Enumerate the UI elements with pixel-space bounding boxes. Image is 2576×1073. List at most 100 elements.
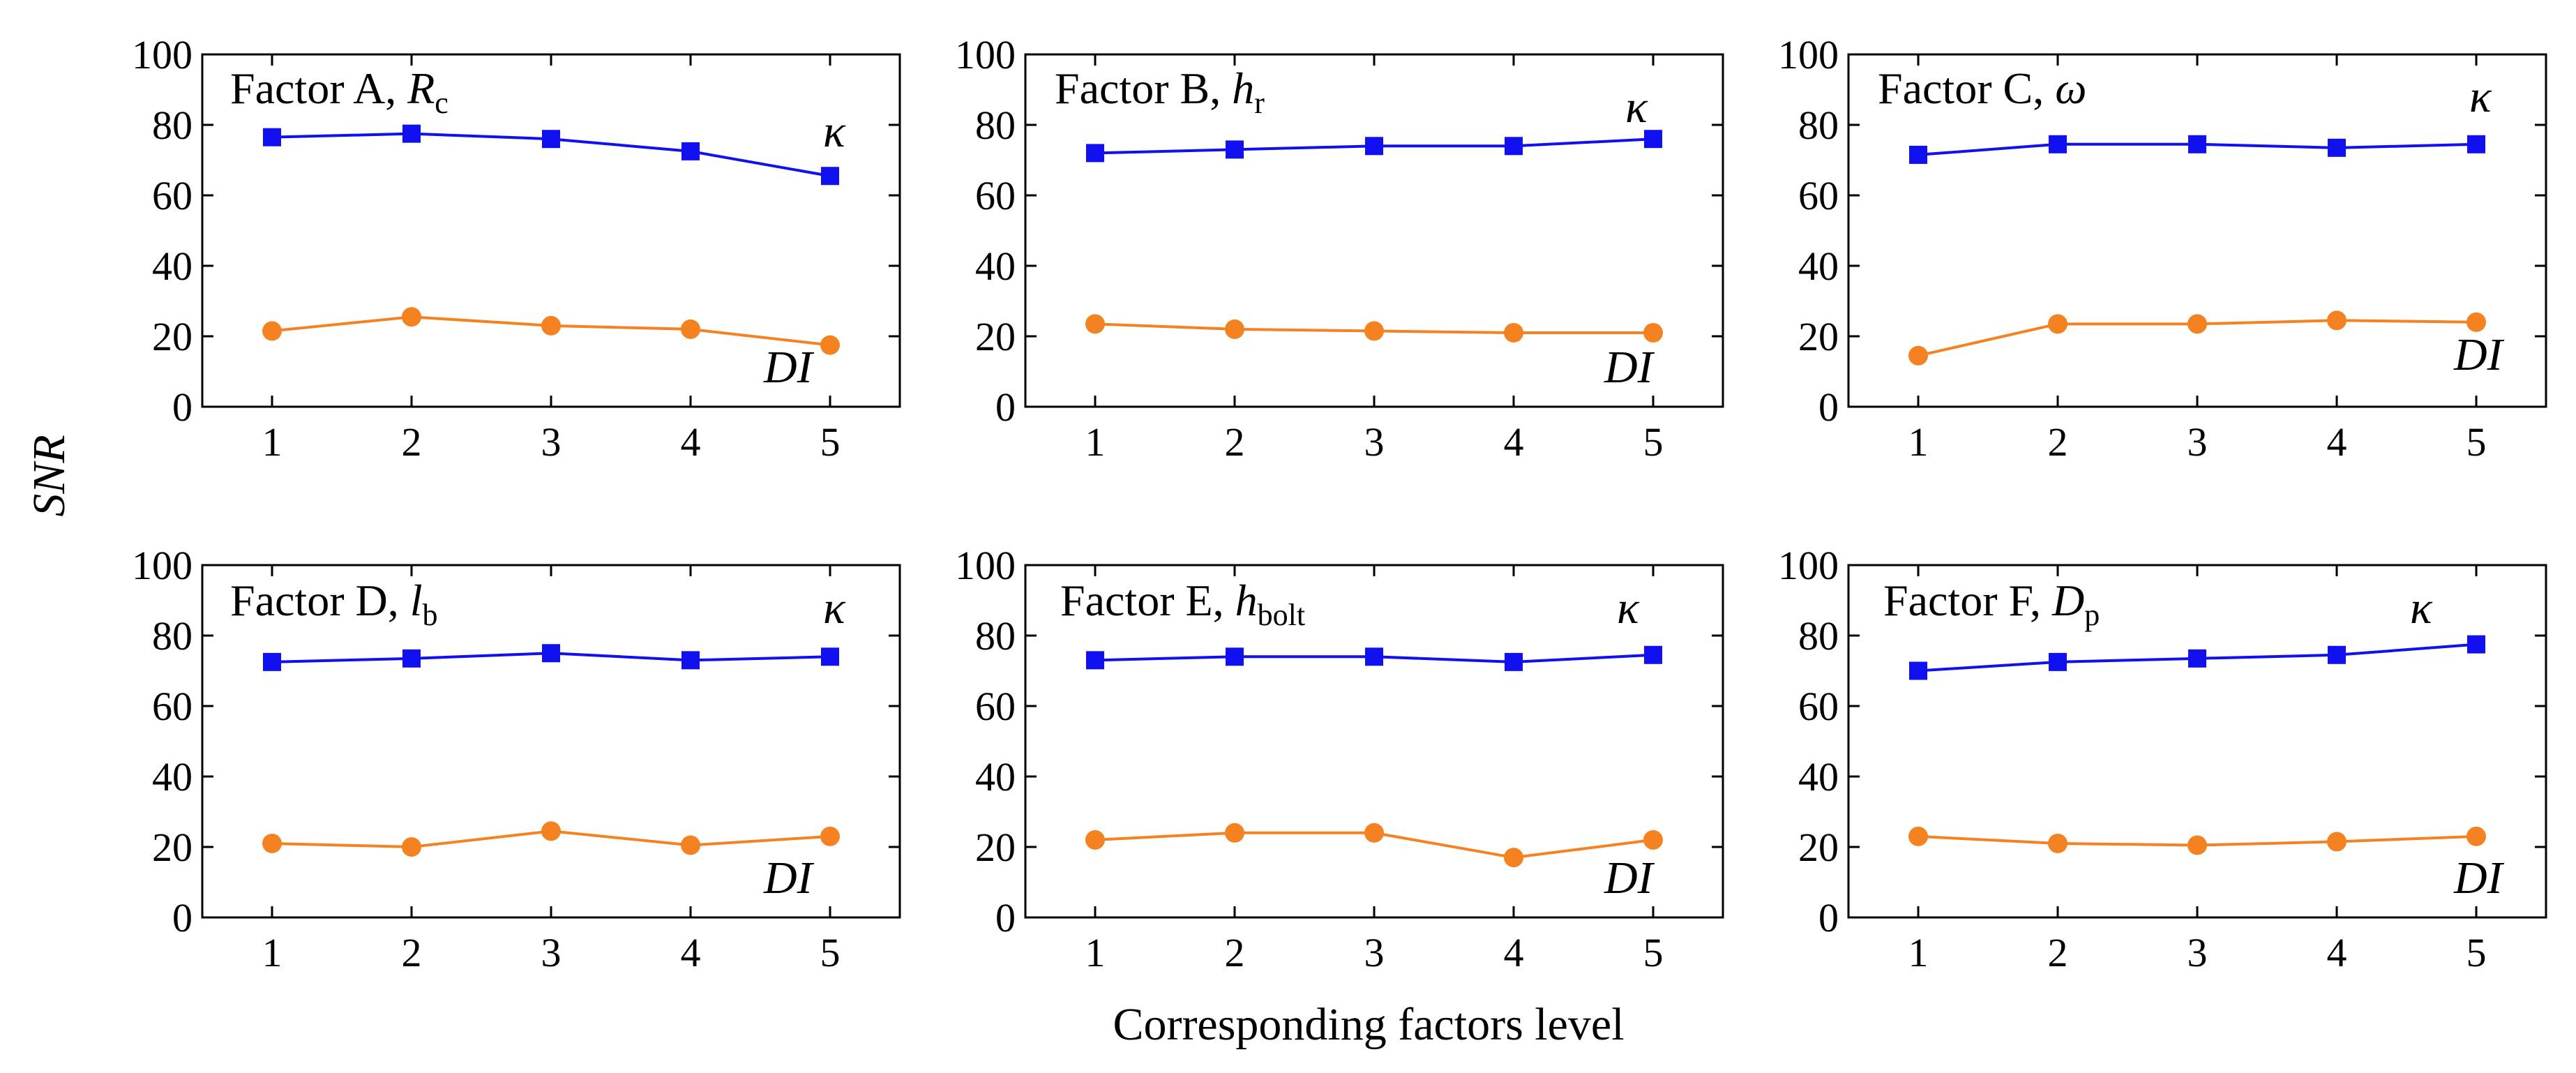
di-point [1643,830,1663,850]
di-point [2048,833,2067,853]
di-point [1643,322,1663,343]
y-tick-label: 0 [172,895,193,940]
x-tick-label: 4 [681,419,701,465]
y-tick-label: 0 [172,384,193,430]
di-point [681,835,700,855]
di-point [2466,312,2486,332]
y-tick-label: 20 [1798,825,1839,870]
panel-title: Factor E, hbolt [1060,576,1305,632]
x-tick-label: 3 [541,419,562,465]
di-label: DI [2453,329,2505,380]
x-tick-label: 5 [820,930,841,975]
di-point [820,826,840,846]
y-tick-label: 0 [1818,384,1839,430]
y-tick-label: 20 [152,825,193,870]
di-point [2466,826,2486,846]
kappa-label: κ [1617,583,1640,633]
kappa-point [1505,652,1523,671]
di-point [1364,321,1384,341]
y-tick-label: 100 [955,543,1016,588]
kappa-point [2467,135,2485,153]
kappa-point [2328,138,2346,157]
di-point [541,821,561,841]
di-point [2327,832,2347,852]
x-tick-label: 1 [1085,930,1106,975]
kappa-point [1644,130,1662,149]
kappa-point [681,142,700,160]
kappa-point [1644,645,1662,664]
y-tick-label: 20 [1798,314,1839,359]
panel-d: 0 20 40 60 80 100 1 2 3 4 5 Factor D, lb κ DI [132,543,901,975]
kappa-label: κ [2469,71,2492,122]
di-point [541,315,561,336]
panel-a: 0 20 40 60 80 100 1 2 3 4 5 Factor A, Rc κ DI [132,32,901,465]
y-tick-label: 80 [152,613,193,659]
panel-f: 0 20 40 60 80 100 1 2 3 4 5 Factor F, Dp κ DI [1778,543,2547,975]
kappa-point [263,128,281,147]
y-tick-label: 60 [152,173,193,218]
kappa-point [402,649,421,668]
y-tick-label: 80 [1798,103,1839,148]
y-tick-label: 0 [1818,895,1839,940]
di-point [2187,835,2207,855]
di-label: DI [2453,853,2505,903]
y-tick-label: 40 [975,243,1016,289]
kappa-point [821,167,839,186]
x-tick-label: 1 [1085,419,1106,465]
di-label: DI [763,342,815,393]
kappa-point [1505,137,1523,156]
x-tick-label: 3 [2187,419,2208,465]
y-tick-label: 80 [1798,613,1839,659]
y-tick-label: 40 [152,754,193,800]
kappa-label: κ [823,583,846,633]
y-tick-label: 0 [995,384,1016,430]
panel-title: Factor D, lb [230,576,438,632]
y-tick-label: 60 [975,173,1016,218]
kappa-point [1086,651,1104,670]
panel-title: Factor F, Dp [1883,576,2100,632]
x-tick-label: 1 [262,930,283,975]
kappa-point [402,124,421,143]
y-tick-label: 60 [975,684,1016,729]
kappa-point [542,644,560,663]
y-tick-label: 20 [975,314,1016,359]
x-tick-label: 2 [1225,419,1245,465]
kappa-point [263,652,281,671]
x-tick-label: 2 [402,930,422,975]
kappa-point [2049,652,2067,671]
kappa-point [542,130,560,149]
di-point [1908,826,1928,846]
panel-title: Factor A, Rc [230,63,449,120]
y-tick-label: 0 [995,895,1016,940]
kappa-label: κ [823,106,846,157]
kappa-label: κ [1625,82,1648,133]
x-tick-label: 4 [681,930,701,975]
kappa-point [1365,647,1383,666]
di-label: DI [1604,853,1655,903]
y-tick-label: 80 [975,613,1016,659]
kappa-point [2467,635,2485,654]
panel-e: 0 20 40 60 80 100 1 2 3 4 5 Factor E, hbolt κ DI [955,543,1724,975]
x-tick-label: 2 [2048,419,2068,465]
x-axis-title: Corresponding factors level [1113,999,1624,1050]
panel-title: Factor B, hr [1055,63,1265,120]
di-point [1225,823,1244,843]
x-tick-label: 1 [1908,419,1929,465]
kappa-point [1226,140,1244,159]
kappa-point [1365,137,1383,156]
panel-b: 0 20 40 60 80 100 1 2 3 4 5 Factor B, hr κ DI [955,32,1724,465]
x-tick-label: 4 [1504,930,1524,975]
x-tick-label: 2 [402,419,422,465]
kappa-point [1909,145,1927,164]
x-tick-label: 3 [2187,930,2208,975]
x-tick-label: 4 [2327,930,2347,975]
di-point [402,837,421,857]
y-tick-label: 100 [1778,543,1839,588]
y-axis-title: SNR [24,435,75,516]
x-tick-label: 5 [2466,930,2487,975]
x-tick-label: 4 [2327,419,2347,465]
kappa-point [2049,135,2067,153]
x-tick-label: 3 [1364,419,1385,465]
